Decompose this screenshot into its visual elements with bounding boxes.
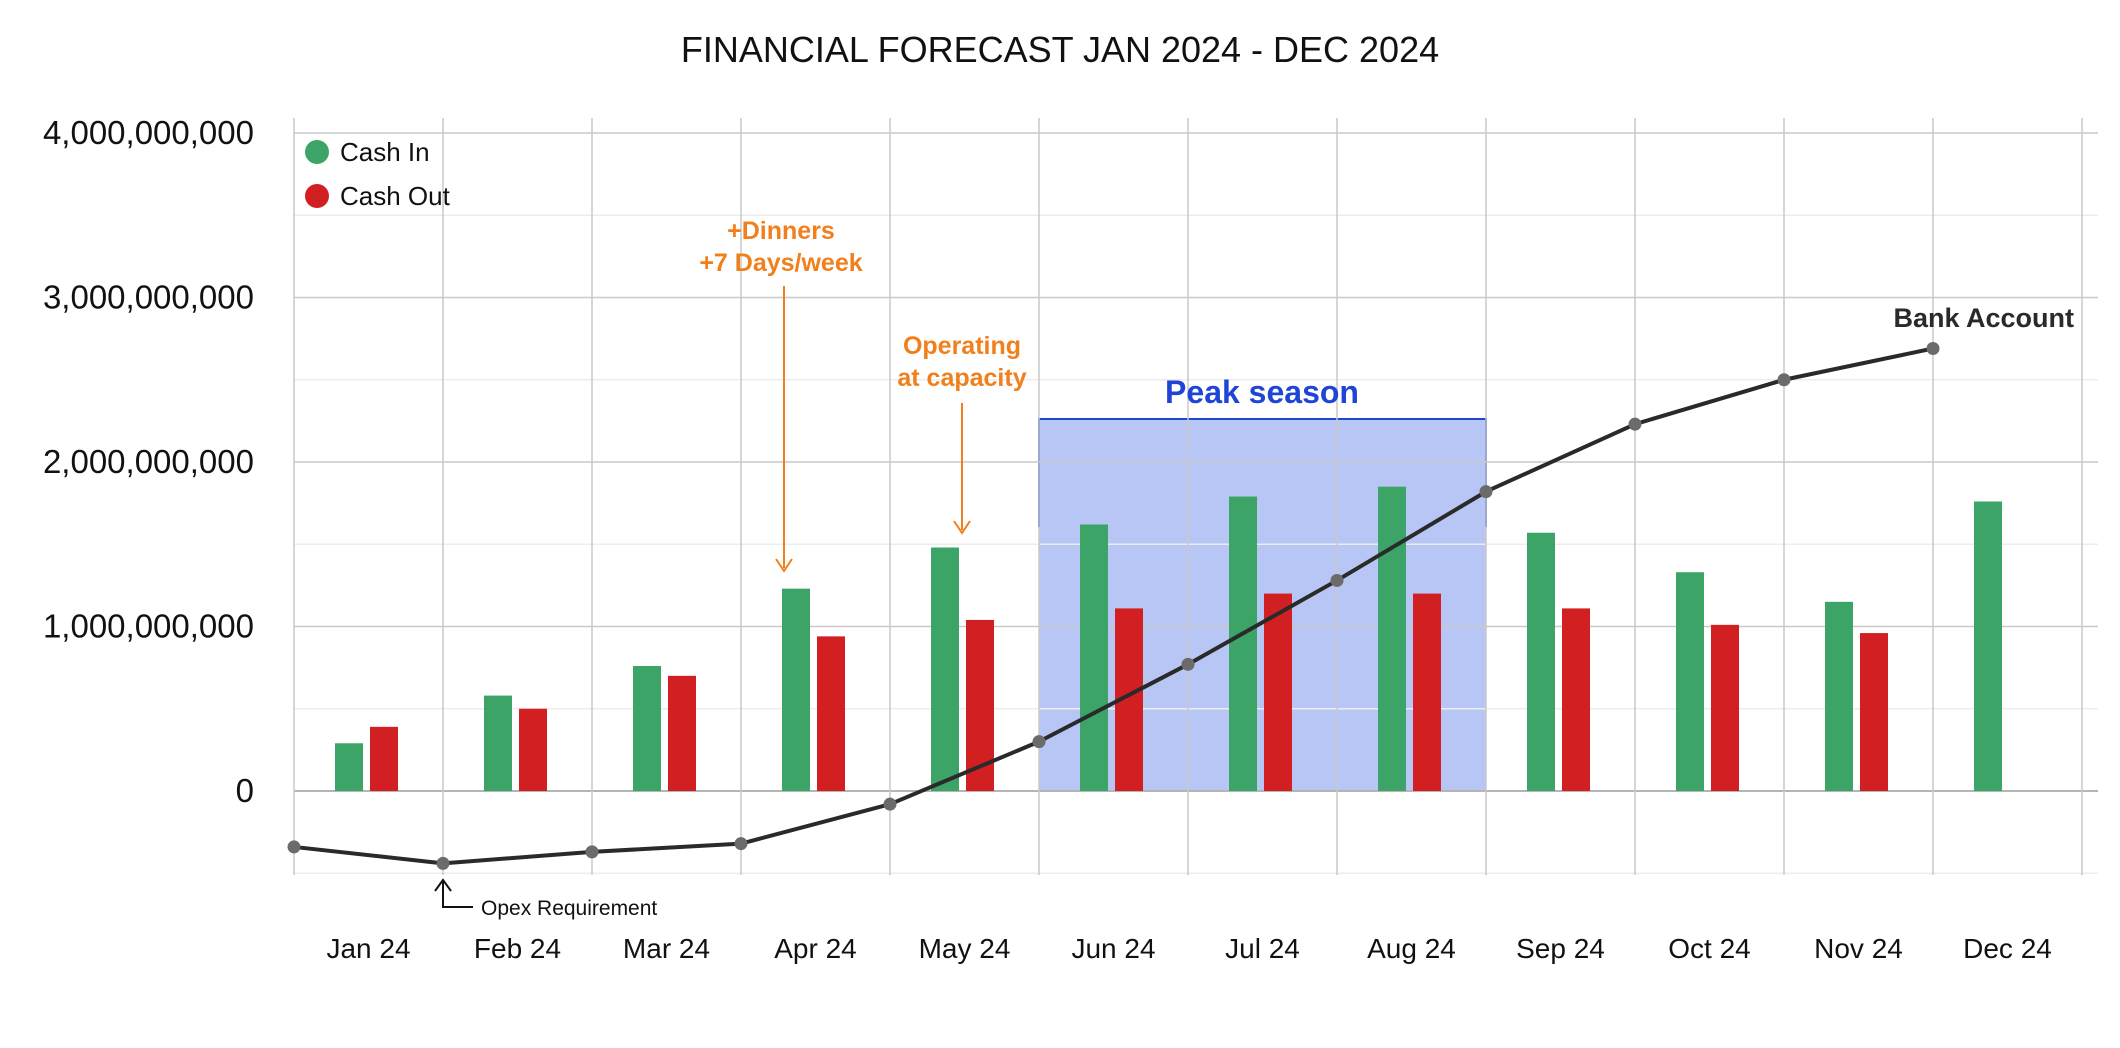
legend-cash-out-label: Cash Out	[340, 181, 451, 211]
x-tick-label: Feb 24	[474, 933, 561, 964]
bar-cash-in-sep-24	[1527, 532, 1555, 791]
bar-cash-out-jan-24	[370, 726, 398, 791]
peak-season-group	[1038, 418, 1487, 791]
bar-cash-in-apr-24	[782, 588, 810, 791]
bank-account-point-jul-24	[1181, 657, 1195, 671]
annotation-capacity: Operating at capacity	[897, 332, 1027, 535]
x-tick-label: Nov 24	[1814, 933, 1903, 964]
bar-cash-in-jan-24	[335, 743, 363, 791]
annotation-dinners-arrow-head	[775, 558, 793, 573]
y-tick-label: 4,000,000,000	[43, 114, 254, 151]
y-tick-label: 0	[236, 772, 254, 809]
bank-account-point-jun-24	[1032, 735, 1046, 749]
bar-cash-out-apr-24	[817, 636, 845, 791]
annotation-opex-arrow-head	[434, 878, 452, 892]
bank-account-point-nov-24	[1777, 373, 1791, 387]
annotation-opex-arrow	[442, 880, 473, 908]
bank-account-point-dec-24	[1926, 341, 1940, 355]
bar-cash-in-dec-24	[1974, 501, 2002, 791]
x-tick-label: Sep 24	[1516, 933, 1605, 964]
annotation-dinners: +Dinners +7 Days/week	[699, 217, 863, 573]
bar-cash-out-oct-24	[1711, 624, 1739, 791]
bar-cash-out-sep-24	[1562, 608, 1590, 791]
bar-cash-out-jul-24	[1264, 593, 1292, 791]
x-tick-label: Jun 24	[1071, 933, 1155, 964]
annotation-capacity-arrow-head	[953, 520, 971, 535]
bank-account-point-jan-24	[287, 840, 301, 854]
grid-lines	[293, 118, 2098, 875]
legend-cash-out-marker	[305, 184, 329, 208]
peak-season-region	[1039, 419, 1486, 791]
x-tick-label: Aug 24	[1367, 933, 1456, 964]
bank-account-line	[293, 346, 1934, 866]
bank-account-point-may-24	[883, 797, 897, 811]
legend-cash-in-label: Cash In	[340, 137, 430, 167]
annotation-bank-account: Bank Account	[1893, 303, 2074, 333]
annotation-capacity-line2: at capacity	[897, 364, 1026, 392]
annotation-opex-label: Opex Requirement	[481, 897, 657, 920]
bank-account-point-feb-24	[436, 856, 450, 870]
bar-cash-in-jul-24	[1229, 496, 1257, 791]
bank-account-point-mar-24	[585, 845, 599, 859]
y-tick-label: 3,000,000,000	[43, 279, 254, 316]
annotation-peak-season: Peak season	[1165, 374, 1359, 410]
annotation-opex: Opex Requirement	[434, 878, 657, 920]
bar-cash-out-feb-24	[519, 708, 547, 791]
x-tick-label: Oct 24	[1668, 933, 1750, 964]
bar-cash-in-jun-24	[1080, 524, 1108, 791]
bank-account-line-group	[287, 341, 1940, 870]
bar-cash-out-mar-24	[668, 675, 696, 791]
bar-cash-out-nov-24	[1860, 633, 1888, 791]
bars-group	[335, 486, 2002, 791]
x-tick-label: Mar 24	[623, 933, 710, 964]
x-tick-label: Dec 24	[1963, 933, 2052, 964]
bar-cash-in-aug-24	[1378, 486, 1406, 791]
axes-group: 4,000,000,000 3,000,000,000 2,000,000,000 1…	[43, 114, 2052, 964]
annotation-dinners-line2: +7 Days/week	[699, 249, 862, 277]
bar-cash-in-nov-24	[1825, 601, 1853, 791]
bar-cash-out-aug-24	[1413, 593, 1441, 791]
x-tick-label: Jan 24	[326, 933, 410, 964]
legend: Cash In Cash Out	[305, 137, 451, 211]
chart-title: FINANCIAL FORECAST JAN 2024 - DEC 2024	[681, 29, 1439, 70]
bar-cash-in-feb-24	[484, 695, 512, 791]
legend-cash-in-marker	[305, 140, 329, 164]
bank-account-point-aug-24	[1330, 573, 1344, 587]
bar-cash-in-mar-24	[633, 665, 661, 791]
bank-account-point-apr-24	[734, 837, 748, 851]
x-tick-label: Apr 24	[774, 933, 857, 964]
y-tick-label: 1,000,000,000	[43, 608, 254, 645]
annotation-dinners-line1: +Dinners	[727, 217, 835, 245]
annotation-capacity-line1: Operating	[903, 332, 1021, 360]
y-tick-label: 2,000,000,000	[43, 443, 254, 480]
bank-account-point-sep-24	[1479, 485, 1493, 499]
bar-cash-in-may-24	[931, 547, 959, 791]
x-tick-label: May 24	[919, 933, 1011, 964]
x-tick-label: Jul 24	[1225, 933, 1300, 964]
bar-cash-in-oct-24	[1676, 572, 1704, 791]
bank-account-point-oct-24	[1628, 417, 1642, 431]
